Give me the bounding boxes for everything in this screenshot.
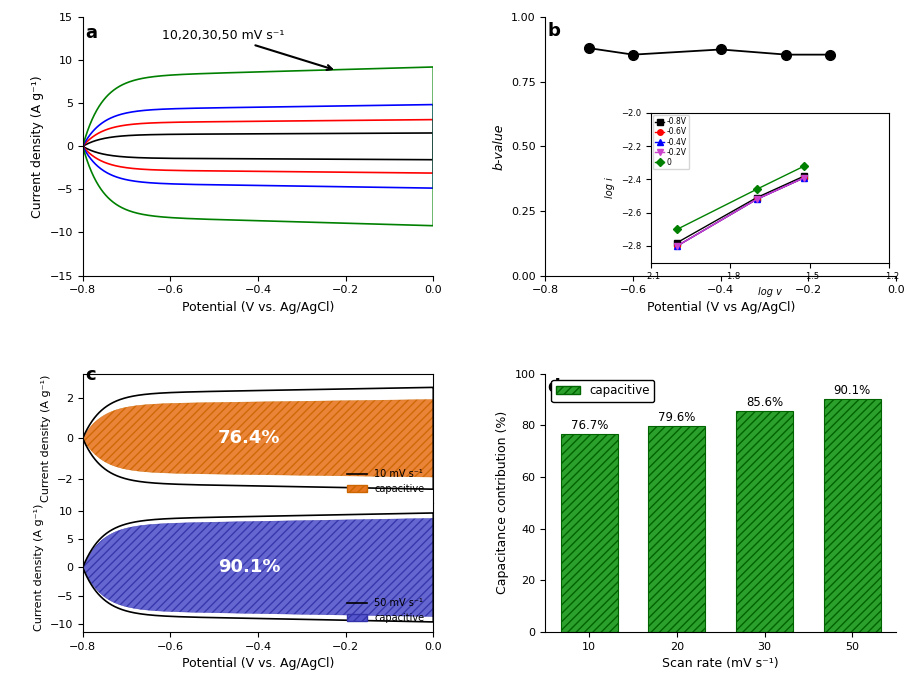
Text: b: b <box>548 23 561 41</box>
Bar <box>736 411 793 632</box>
Text: 85.6%: 85.6% <box>746 396 783 409</box>
Text: 10,20,30,50 mV s⁻¹: 10,20,30,50 mV s⁻¹ <box>162 29 332 70</box>
Text: 90.1%: 90.1% <box>834 384 871 397</box>
Y-axis label: Capacitance contribution (%): Capacitance contribution (%) <box>496 412 509 594</box>
Legend: 10 mV s⁻¹, capacitive: 10 mV s⁻¹, capacitive <box>344 465 428 498</box>
X-axis label: Potential (V vs. Ag/AgCl): Potential (V vs. Ag/AgCl) <box>182 301 335 314</box>
Text: 76.4%: 76.4% <box>218 429 280 447</box>
Y-axis label: Current density (A g⁻¹): Current density (A g⁻¹) <box>41 374 51 502</box>
Legend: 50 mV s⁻¹, capacitive: 50 mV s⁻¹, capacitive <box>344 594 428 627</box>
Bar <box>823 399 880 632</box>
Text: d: d <box>547 378 560 396</box>
Text: 79.6%: 79.6% <box>658 412 696 425</box>
Text: 76.7%: 76.7% <box>571 419 608 432</box>
Bar <box>649 427 706 632</box>
X-axis label: Scan rate (mV s⁻¹): Scan rate (mV s⁻¹) <box>663 657 779 671</box>
Legend: capacitive: capacitive <box>551 380 654 402</box>
X-axis label: Potential (V vs Ag/AgCl): Potential (V vs Ag/AgCl) <box>647 301 795 314</box>
Text: c: c <box>85 366 96 384</box>
Text: 90.1%: 90.1% <box>218 559 280 576</box>
Y-axis label: Current density (A g⁻¹): Current density (A g⁻¹) <box>31 75 44 218</box>
Bar <box>561 434 618 632</box>
X-axis label: Potential (V vs. Ag/AgCl): Potential (V vs. Ag/AgCl) <box>182 657 335 671</box>
Y-axis label: Current density (A g⁻¹): Current density (A g⁻¹) <box>34 504 44 631</box>
Y-axis label: b-value: b-value <box>493 123 505 170</box>
Text: a: a <box>85 24 96 42</box>
